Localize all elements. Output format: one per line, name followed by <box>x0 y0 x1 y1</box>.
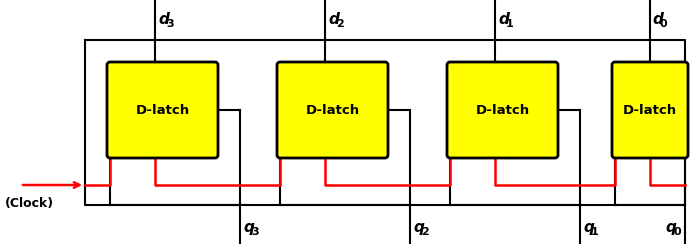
Text: D-latch: D-latch <box>623 103 677 116</box>
Text: 0: 0 <box>673 227 681 237</box>
Text: d: d <box>328 12 339 27</box>
Text: q: q <box>583 220 594 235</box>
Text: d: d <box>498 12 509 27</box>
FancyBboxPatch shape <box>612 62 688 158</box>
Text: d: d <box>158 12 169 27</box>
FancyBboxPatch shape <box>447 62 558 158</box>
Text: 3: 3 <box>251 227 259 237</box>
Text: q: q <box>413 220 424 235</box>
Text: (Clock): (Clock) <box>5 197 54 210</box>
Text: d: d <box>652 12 663 27</box>
FancyBboxPatch shape <box>107 62 218 158</box>
Text: q: q <box>665 220 676 235</box>
Text: D-latch: D-latch <box>306 103 360 116</box>
Text: D-latch: D-latch <box>475 103 530 116</box>
Text: 3: 3 <box>166 19 173 29</box>
Text: 2: 2 <box>421 227 429 237</box>
Text: 0: 0 <box>660 19 667 29</box>
FancyBboxPatch shape <box>277 62 388 158</box>
Text: 1: 1 <box>506 19 514 29</box>
Text: 1: 1 <box>591 227 599 237</box>
Text: 2: 2 <box>336 19 344 29</box>
Text: q: q <box>243 220 254 235</box>
Text: D-latch: D-latch <box>136 103 189 116</box>
